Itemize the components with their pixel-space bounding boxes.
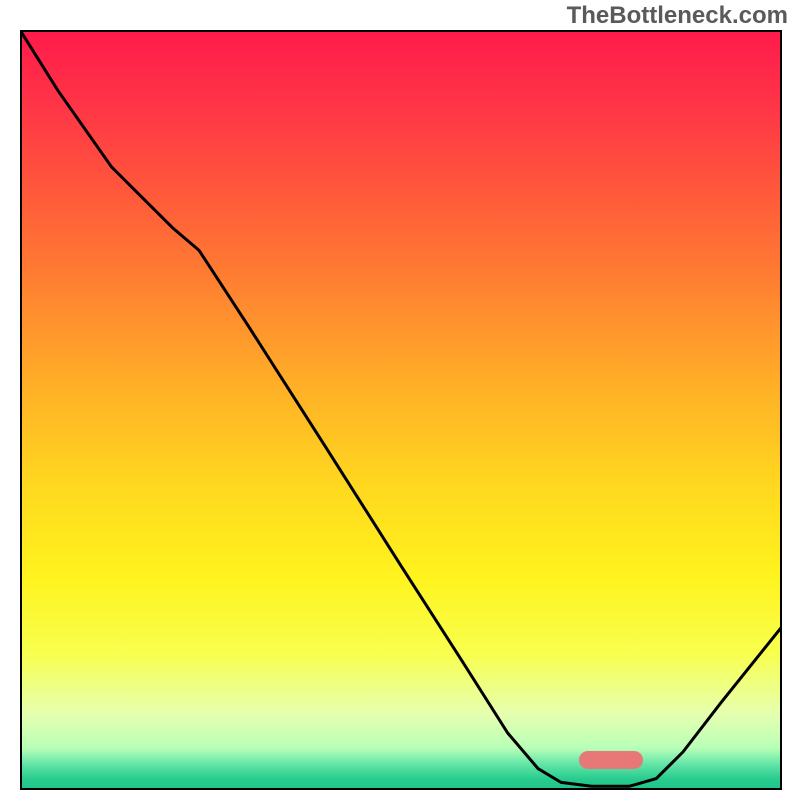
curve-path	[20, 30, 782, 786]
optimal-marker	[579, 751, 643, 769]
chart-container: TheBottleneck.com	[0, 0, 800, 800]
plot-area	[20, 30, 782, 790]
curve-line	[20, 30, 782, 790]
watermark-text: TheBottleneck.com	[567, 2, 788, 30]
